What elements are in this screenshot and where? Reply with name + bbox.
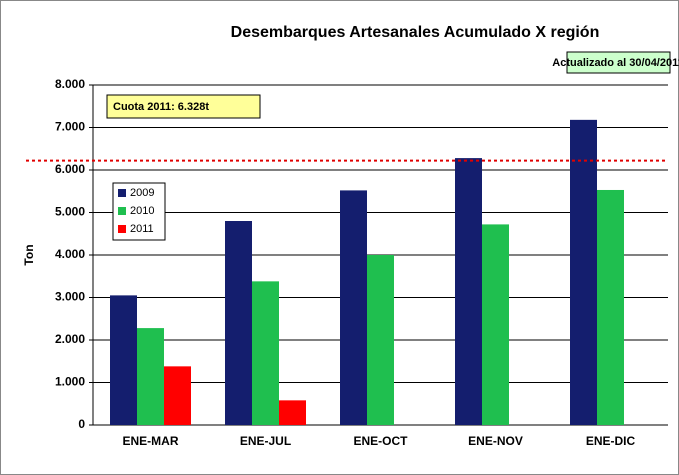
bar: [367, 255, 394, 425]
legend-swatch: [118, 207, 126, 215]
x-tick-label: ENE-NOV: [468, 434, 523, 448]
y-tick-label: 4.000: [55, 247, 85, 261]
bar: [225, 221, 252, 425]
y-tick-label: 6.000: [55, 162, 85, 176]
y-tick-label: 3.000: [55, 290, 85, 304]
y-tick-label: 0: [78, 417, 85, 431]
bar: [110, 295, 137, 425]
legend-label: 2010: [130, 205, 154, 217]
chart: Desembarques Artesanales Acumulado X reg…: [0, 0, 679, 475]
bar: [340, 190, 367, 425]
chart-title: Desembarques Artesanales Acumulado X reg…: [231, 24, 600, 41]
y-tick-label: 1.000: [55, 375, 85, 389]
update-note: Actualizado al 30/04/2011: [552, 57, 679, 69]
bar: [279, 400, 306, 425]
bar: [137, 328, 164, 425]
legend-label: 2009: [130, 187, 154, 199]
legend-swatch: [118, 189, 126, 197]
y-tick-label: 7.000: [55, 120, 85, 134]
legend-swatch: [118, 225, 126, 233]
bar: [252, 281, 279, 425]
y-tick-label: 5.000: [55, 205, 85, 219]
bar: [597, 190, 624, 425]
bar: [455, 158, 482, 425]
bar: [570, 120, 597, 425]
x-tick-label: ENE-DIC: [586, 434, 636, 448]
quota-note: Cuota 2011: 6.328t: [113, 101, 209, 113]
y-tick-label: 2.000: [55, 332, 85, 346]
y-axis-label: Ton: [22, 244, 36, 265]
x-tick-label: ENE-OCT: [354, 434, 409, 448]
bar: [482, 224, 509, 425]
y-tick-label: 8.000: [55, 77, 85, 91]
x-tick-label: ENE-MAR: [123, 434, 179, 448]
bar: [164, 366, 191, 425]
x-tick-label: ENE-JUL: [240, 434, 291, 448]
legend-label: 2011: [130, 223, 154, 235]
